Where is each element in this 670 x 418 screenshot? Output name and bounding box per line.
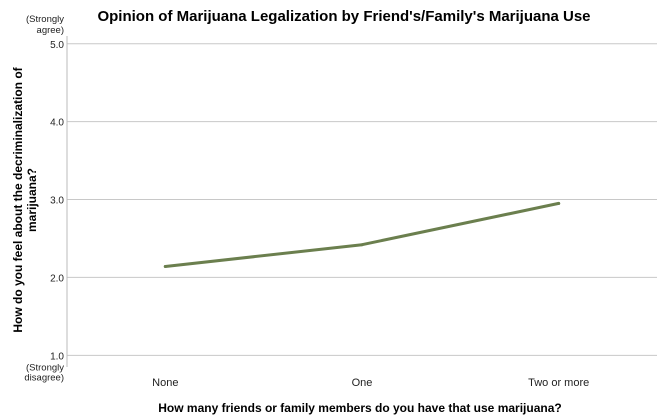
data-point <box>557 201 561 205</box>
y-anchor-bottom-line-1: (Strongly <box>26 362 64 373</box>
x-axis-label: How many friends or family members do yo… <box>158 401 561 415</box>
y-axis-label: How do you feel about the decriminalizat… <box>11 66 39 332</box>
y-axis-label-line-2: marijuana? <box>25 168 39 232</box>
y-tick-label: 4.0 <box>50 118 64 129</box>
x-tick-labels: None One Two or more <box>152 377 589 389</box>
series-group <box>163 201 561 269</box>
y-tick-label: 2.0 <box>50 273 64 284</box>
x-tick-label: None <box>152 377 178 389</box>
y-tick-label: 5.0 <box>50 40 64 51</box>
gridlines <box>67 43 657 356</box>
y-anchor-top-line-1: (Strongly <box>26 14 64 25</box>
x-tick-label: Two or more <box>528 377 589 389</box>
data-point <box>163 265 167 269</box>
y-anchor-top-line-2: agree) <box>37 25 64 36</box>
y-anchor-bottom-line-2: disagree) <box>24 372 64 383</box>
data-point <box>360 243 364 247</box>
y-tick-label: 1.0 <box>50 351 64 362</box>
series-line <box>163 201 561 268</box>
y-tick-labels: 1.0 2.0 3.0 4.0 5.0 <box>50 40 64 363</box>
chart-title: Opinion of Marijuana Legalization by Fri… <box>97 8 590 25</box>
x-tick-label: One <box>352 377 373 389</box>
y-axis-label-line-1: How do you feel about the decriminalizat… <box>11 66 25 332</box>
y-tick-label: 3.0 <box>50 196 64 207</box>
